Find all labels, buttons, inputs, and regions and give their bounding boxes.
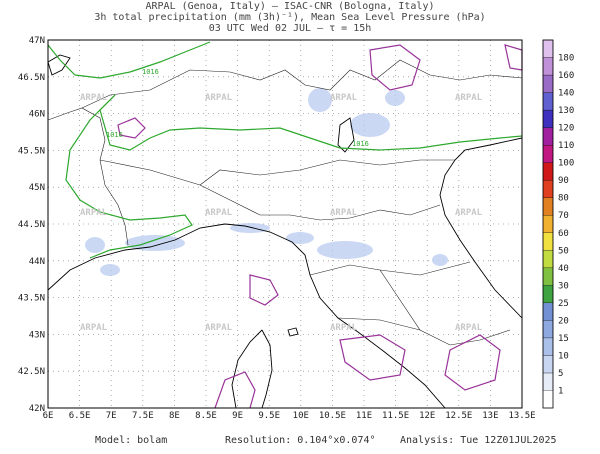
watermark: ARPAL <box>205 93 233 103</box>
colorbar-box <box>542 355 554 374</box>
colorbar-box <box>542 337 554 356</box>
lon-label: 11E <box>356 411 372 421</box>
borders <box>47 59 523 346</box>
lon-label: 6.5E <box>69 411 91 421</box>
colorbar-box <box>542 39 554 58</box>
header-line: ARPAL (Genoa, Italy) – ISAC-CNR (Bologna… <box>146 1 435 12</box>
colorbar-box <box>542 180 554 198</box>
lat-label: 45.5N <box>18 146 45 156</box>
lon-label: 11.5E <box>382 411 409 421</box>
colorbar-label: 80 <box>558 194 569 204</box>
colorbar-label: 120 <box>558 124 574 134</box>
lat-label: 44N <box>29 257 45 267</box>
colorbar-box <box>542 74 554 93</box>
lon-label: 12.5E <box>445 411 472 421</box>
watermark: ARPAL <box>80 93 108 103</box>
footer-analysis: Analysis: Tue 12Z01JUL2025 <box>400 435 557 446</box>
lat-label: 47N <box>29 36 45 46</box>
contour-label: 1016 <box>352 140 369 148</box>
colorbar-label: 40 <box>558 264 569 274</box>
colorbar-label: 180 <box>558 54 574 64</box>
colorbar-label: 60 <box>558 229 569 239</box>
lat-label: 43.5N <box>18 294 45 304</box>
colorbar-label: 15 <box>558 334 569 344</box>
colorbar-box <box>542 144 554 163</box>
coastlines <box>47 54 523 409</box>
colorbar-box <box>542 267 554 286</box>
colorbar-box <box>542 285 554 304</box>
map-frame <box>47 39 523 409</box>
colorbar-label: 1 <box>558 386 563 396</box>
colorbar-label: 110 <box>558 141 574 151</box>
footer-resolution: Resolution: 0.104°x0.074° <box>225 435 376 446</box>
colorbar-box <box>542 109 554 128</box>
lon-label: 8.5E <box>195 411 217 421</box>
colorbar-box <box>542 320 554 339</box>
colorbar-label: 140 <box>558 89 574 99</box>
lon-label: 6E <box>43 411 54 421</box>
colorbar-label: 5 <box>558 369 563 379</box>
lon-label: 8E <box>169 411 180 421</box>
lat-label: 46N <box>29 110 45 120</box>
watermark: ARPAL <box>205 208 233 218</box>
colorbar-label: 50 <box>558 246 569 256</box>
lat-label: 44.5N <box>18 220 45 230</box>
colorbar-label: 20 <box>558 316 569 326</box>
lat-label: 42.5N <box>18 367 45 377</box>
watermark: ARPAL <box>80 323 108 333</box>
colorbar-label: 160 <box>558 71 574 81</box>
lon-label: 9.5E <box>258 411 280 421</box>
watermark: ARPAL <box>330 323 358 333</box>
header-line: 03 UTC Wed 02 JUL – τ = 15h <box>209 23 372 34</box>
lat-label: 43N <box>29 330 45 340</box>
colorbar-label: 70 <box>558 211 569 221</box>
colorbar-label: 25 <box>558 299 569 309</box>
colorbar-box <box>542 250 554 268</box>
colorbar-label: 10 <box>558 351 569 361</box>
lon-label: 13.5E <box>508 411 535 421</box>
contour-label: 1016 <box>106 131 123 139</box>
colorbar-box <box>542 127 554 146</box>
colorbar-label: 90 <box>558 176 569 186</box>
watermark: ARPAL <box>455 323 483 333</box>
lat-label: 46.5N <box>18 73 45 83</box>
watermark: ARPAL <box>330 208 358 218</box>
footer-model: Model: bolam <box>95 435 167 446</box>
lon-label: 10E <box>293 411 309 421</box>
contour-label: 1016 <box>142 68 159 76</box>
colorbar-label: 30 <box>558 281 569 291</box>
colorbar-box <box>542 215 554 233</box>
watermark: ARPAL <box>455 208 483 218</box>
colorbar-box <box>542 302 554 321</box>
header-line: 3h total precipitation (mm (3h)⁻¹), Mean… <box>94 12 485 23</box>
colorbar-box <box>542 57 554 76</box>
lon-label: 12E <box>419 411 435 421</box>
colorbar-box <box>542 232 554 251</box>
colorbar-frame <box>542 39 554 409</box>
lat-label: 42N <box>29 404 45 414</box>
colorbar-label: 130 <box>558 106 574 116</box>
lon-label: 13E <box>482 411 498 421</box>
lon-label: 10.5E <box>319 411 346 421</box>
colorbar-box <box>542 372 554 391</box>
watermark: ARPAL <box>330 93 358 103</box>
precipitation <box>85 88 448 276</box>
watermark: ARPAL <box>455 93 483 103</box>
lat-label: 45N <box>29 183 45 193</box>
watermark: ARPAL <box>205 323 233 333</box>
colorbar-label: 100 <box>558 159 574 169</box>
colorbar-box <box>542 162 554 181</box>
colorbar-box <box>542 197 554 216</box>
pressure-contours <box>47 41 523 409</box>
lon-label: 7.5E <box>132 411 154 421</box>
watermark: ARPAL <box>80 208 108 218</box>
lon-label: 9E <box>232 411 243 421</box>
lon-label: 7E <box>106 411 117 421</box>
colorbar-box <box>542 92 554 111</box>
